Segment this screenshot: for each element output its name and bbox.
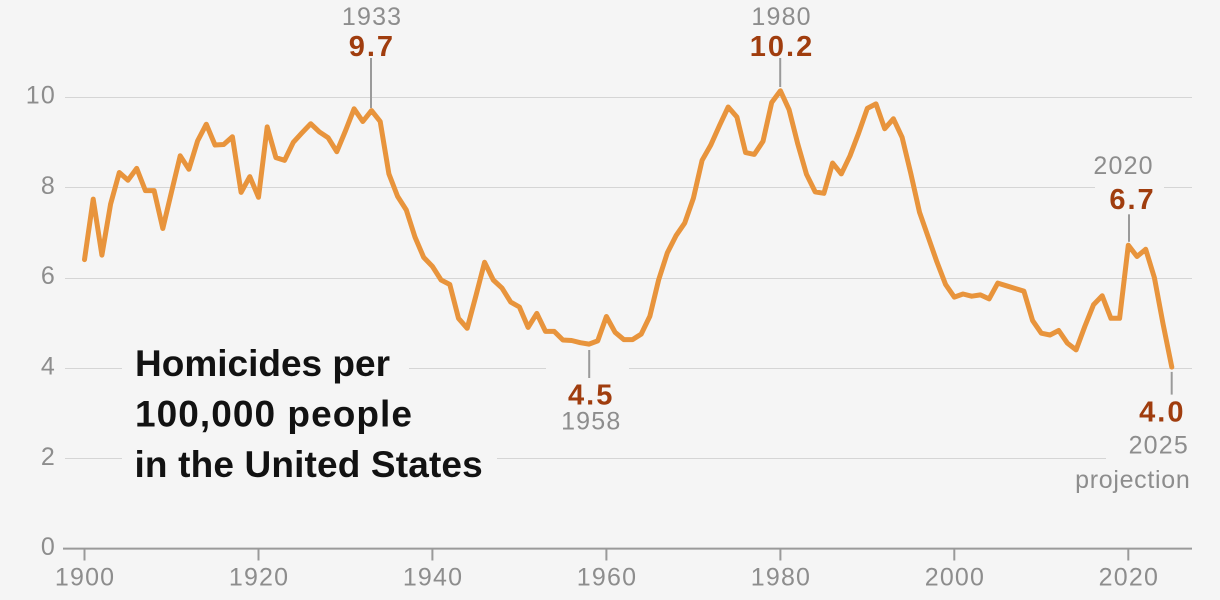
svg-text:1920: 1920 bbox=[229, 564, 289, 592]
svg-text:4: 4 bbox=[41, 353, 56, 381]
svg-text:8: 8 bbox=[41, 172, 56, 200]
svg-text:1980: 1980 bbox=[751, 3, 811, 31]
svg-text:2000: 2000 bbox=[925, 564, 985, 592]
svg-text:1980: 1980 bbox=[751, 564, 811, 592]
svg-text:in the United States: in the United States bbox=[135, 444, 483, 485]
svg-text:100,000 people: 100,000 people bbox=[135, 394, 413, 435]
svg-text:2: 2 bbox=[41, 443, 56, 471]
svg-text:projection: projection bbox=[1075, 466, 1190, 494]
svg-text:6.7: 6.7 bbox=[1109, 184, 1155, 216]
svg-text:1933: 1933 bbox=[342, 3, 402, 31]
svg-text:2020: 2020 bbox=[1099, 564, 1159, 592]
svg-text:9.7: 9.7 bbox=[349, 31, 395, 63]
svg-text:1900: 1900 bbox=[55, 564, 115, 592]
svg-text:2020: 2020 bbox=[1093, 152, 1153, 180]
svg-text:1958: 1958 bbox=[561, 408, 621, 436]
svg-text:4.0: 4.0 bbox=[1139, 397, 1185, 429]
svg-text:4.5: 4.5 bbox=[568, 380, 614, 412]
svg-text:2025: 2025 bbox=[1129, 431, 1189, 459]
svg-text:1940: 1940 bbox=[403, 564, 463, 592]
svg-text:10.2: 10.2 bbox=[750, 31, 814, 63]
svg-text:10: 10 bbox=[26, 82, 56, 110]
svg-text:6: 6 bbox=[41, 262, 56, 290]
svg-text:1960: 1960 bbox=[577, 564, 637, 592]
svg-text:0: 0 bbox=[41, 533, 56, 561]
svg-text:Homicides per: Homicides per bbox=[135, 343, 390, 384]
